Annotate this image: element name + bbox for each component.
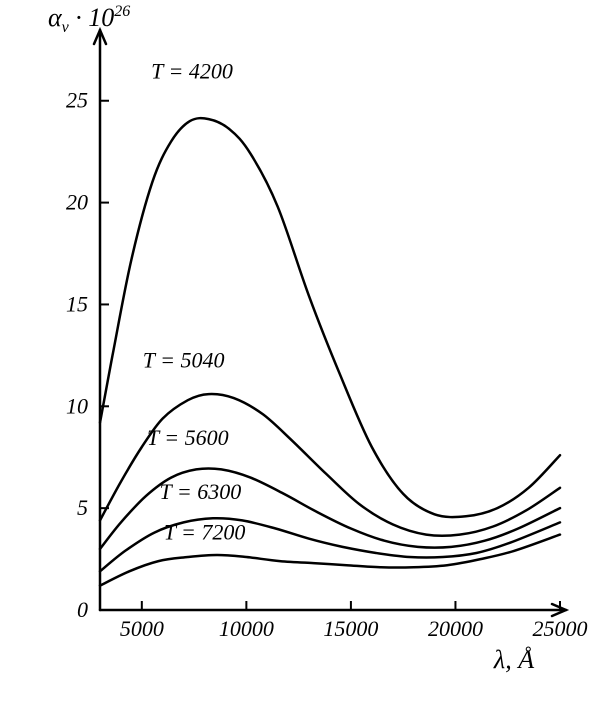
x-tick-label: 5000: [120, 616, 164, 641]
y-tick-label: 25: [66, 88, 88, 113]
y-tick-label: 20: [66, 190, 88, 215]
series-label-T7200: T = 7200: [164, 520, 246, 545]
y-axis-title: αν · 1026: [48, 3, 130, 36]
x-axis-title: λ, Å: [493, 645, 534, 674]
y-tick-label: 15: [66, 291, 88, 316]
series-label-T4200: T = 4200: [151, 58, 233, 83]
series-label-T6300: T = 6300: [160, 479, 242, 504]
absorption-chart: 0 5 10 15 20 25 5000 10000 15000 20000 25000 T = 42…: [0, 0, 611, 715]
y-tick-label: 10: [66, 393, 88, 418]
x-tick-label: 25000: [533, 616, 588, 641]
x-tick-label: 10000: [219, 616, 274, 641]
y-tick-label: 5: [77, 495, 88, 520]
series-T5040: [100, 394, 560, 536]
series-label-T5040: T = 5040: [143, 348, 225, 373]
y-tick-label: 0: [77, 597, 88, 622]
series-label-T5600: T = 5600: [147, 425, 229, 450]
series-T4200: [100, 118, 560, 517]
x-tick-label: 15000: [323, 616, 378, 641]
x-tick-label: 20000: [428, 616, 483, 641]
